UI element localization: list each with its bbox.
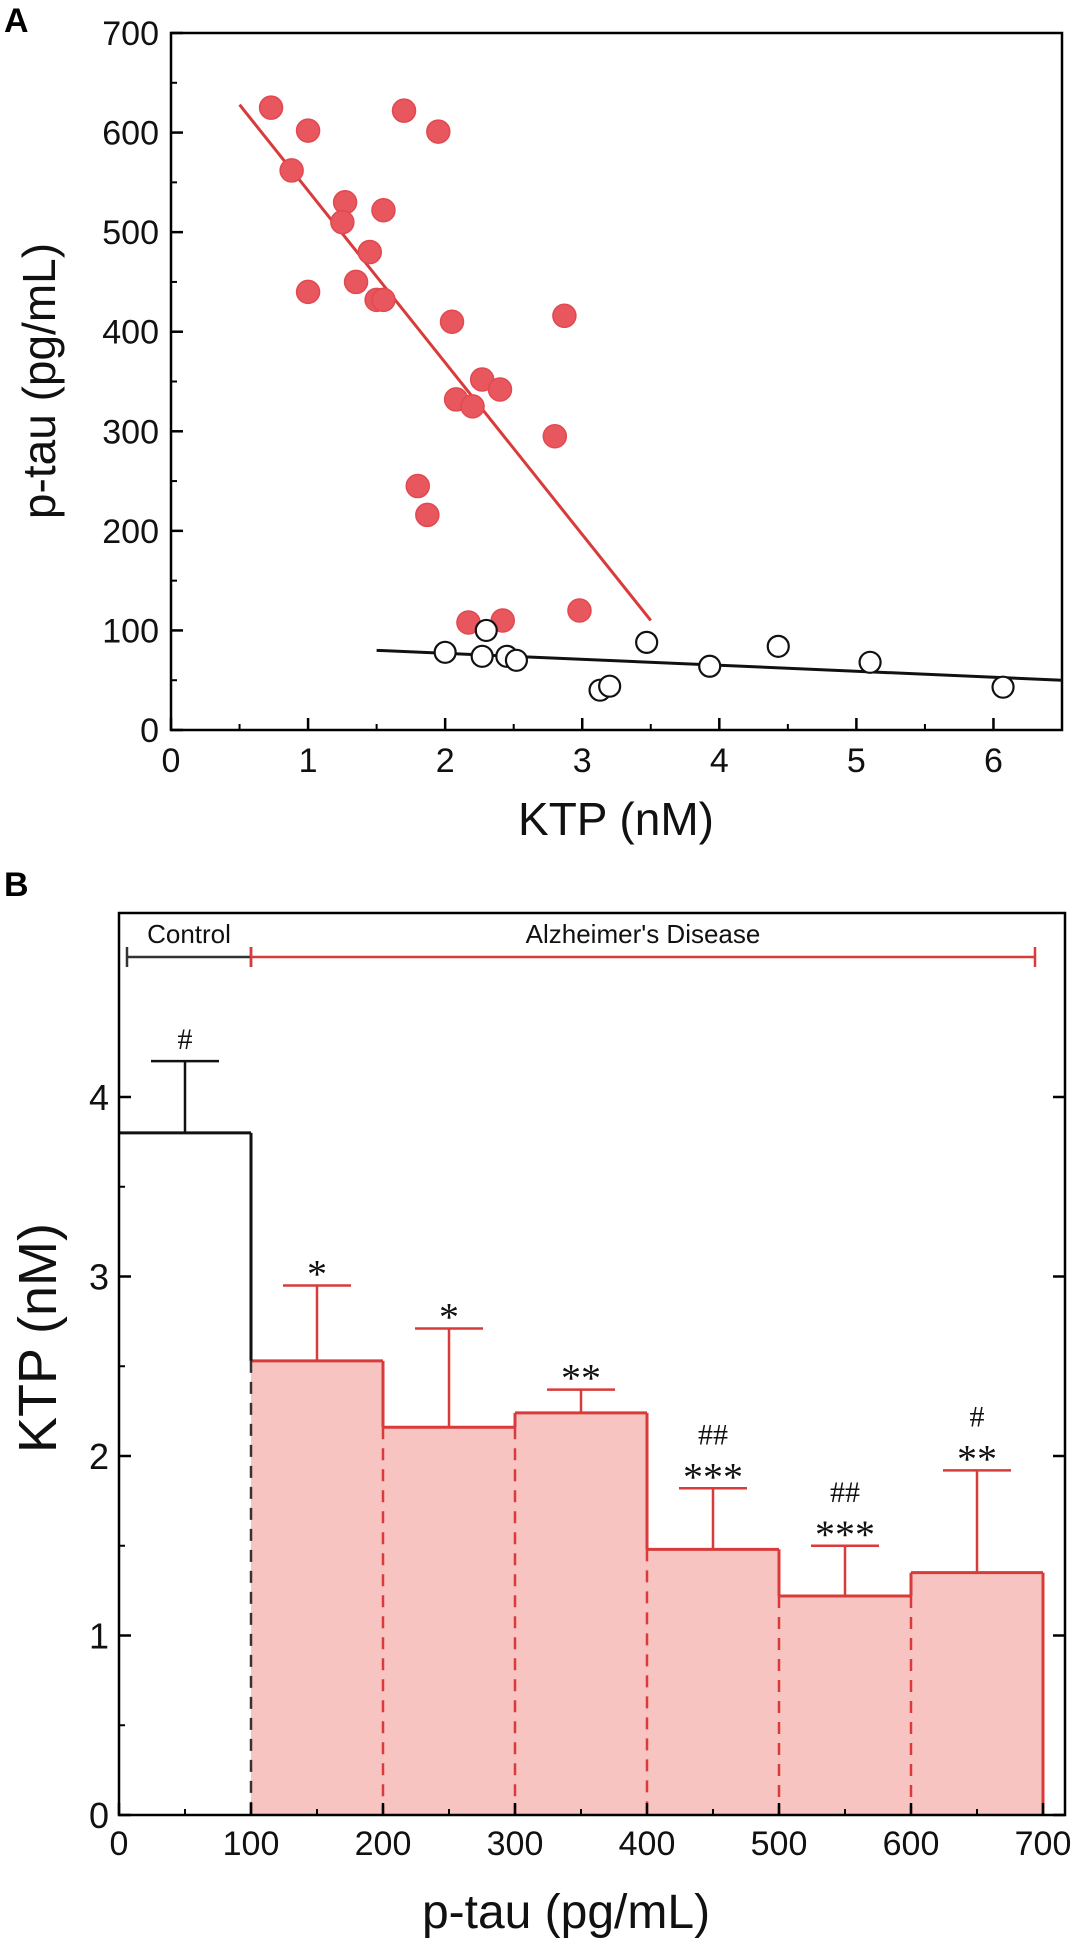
- b-group-label: Control: [147, 919, 231, 949]
- a-y-tick-label: 100: [102, 612, 159, 650]
- b-x-tick-label: 500: [751, 1825, 808, 1863]
- b-y-tick-label: 4: [89, 1077, 109, 1118]
- b-significance-label: *: [439, 1295, 459, 1340]
- a-x-tick-label: 3: [573, 742, 592, 780]
- b-bin-fill: [911, 1572, 1043, 1815]
- a-point-control: [474, 618, 498, 643]
- b-significance-label: **: [957, 1436, 997, 1481]
- a-point-ad: [295, 118, 321, 143]
- b-y-tick-label: 3: [89, 1257, 109, 1298]
- b-bin-fill: [779, 1596, 911, 1815]
- a-x-tick-label: 4: [710, 742, 729, 780]
- b-x-tick-label: 700: [1015, 1825, 1072, 1863]
- b-y-tick-label: 1: [89, 1616, 109, 1657]
- b-bin-fill: [515, 1412, 647, 1815]
- b-x-tick-label: 300: [487, 1825, 544, 1863]
- panel-a-x-axis-title: KTP (nM): [518, 793, 714, 845]
- a-point-ad: [391, 98, 417, 123]
- a-point-ad: [279, 158, 304, 183]
- b-bin-fill: [251, 1360, 383, 1815]
- b-bin-fill: [647, 1549, 779, 1815]
- a-point-ad: [258, 95, 284, 120]
- a-x-tick-label: 1: [299, 742, 318, 780]
- a-point-control: [698, 654, 722, 678]
- a-point-ad: [343, 269, 369, 295]
- a-point-control: [470, 644, 494, 668]
- a-x-tick-label: 6: [984, 742, 1003, 780]
- b-x-tick-label: 400: [619, 1825, 676, 1863]
- a-point-ad: [439, 309, 465, 335]
- b-x-tick-label: 600: [883, 1825, 940, 1863]
- panel-b-plot-frame: [117, 911, 1067, 1817]
- b-bin-fill: [383, 1427, 515, 1815]
- a-x-tick-label: 2: [436, 742, 455, 780]
- a-point-control: [991, 675, 1015, 699]
- a-point-ad: [371, 197, 396, 223]
- a-x-tick-label: 0: [162, 742, 181, 780]
- panel-a-y-axis-title: p-tau (pg/mL): [13, 243, 65, 519]
- a-point-ad: [487, 377, 513, 402]
- b-significance-label: ##: [830, 1476, 860, 1509]
- b-x-tick-label: 100: [223, 1825, 280, 1863]
- a-point-control: [433, 640, 457, 664]
- a-point-control: [766, 634, 790, 658]
- panel-b-label: B: [4, 866, 29, 904]
- a-point-ad: [542, 424, 568, 449]
- a-y-tick-label: 700: [102, 15, 159, 53]
- a-y-tick-label: 300: [102, 413, 159, 451]
- b-significance-label: ***: [815, 1512, 875, 1557]
- a-point-ad: [371, 287, 396, 313]
- a-point-ad: [330, 209, 355, 235]
- a-fit-line-ad: [238, 103, 652, 622]
- b-y-tick-label: 0: [89, 1795, 109, 1836]
- a-y-tick-label: 600: [102, 115, 159, 153]
- a-point-ad: [357, 239, 383, 265]
- a-point-ad: [405, 473, 430, 499]
- panel-b-x-axis-title: p-tau (pg/mL): [422, 1886, 710, 1939]
- a-point-ad: [567, 598, 592, 623]
- b-significance-label: #: [178, 1023, 193, 1056]
- b-significance-label: ##: [698, 1418, 728, 1451]
- a-y-tick-label: 400: [102, 314, 159, 352]
- b-y-tick-label: 2: [89, 1436, 109, 1477]
- panel-b-y-axis-title: KTP (nM): [8, 1223, 68, 1453]
- b-x-tick-label: 0: [110, 1825, 129, 1863]
- a-y-tick-label: 200: [102, 513, 159, 551]
- a-x-tick-label: 5: [847, 742, 866, 780]
- a-point-ad: [460, 394, 485, 419]
- b-significance-label: **: [561, 1356, 601, 1401]
- a-point-ad: [295, 279, 321, 305]
- a-point-control: [635, 630, 659, 654]
- b-significance-label: ***: [683, 1454, 743, 1499]
- a-y-tick-label: 500: [102, 214, 159, 252]
- a-point-control: [858, 650, 882, 674]
- b-significance-label: #: [970, 1400, 985, 1433]
- panel-a-label: A: [4, 2, 29, 40]
- b-group-label: Alzheimer's Disease: [526, 919, 761, 949]
- a-point-control: [598, 674, 622, 698]
- a-point-ad: [552, 303, 577, 329]
- b-significance-label: *: [307, 1251, 327, 1296]
- a-point-control: [504, 648, 529, 672]
- b-x-tick-label: 200: [355, 1825, 412, 1863]
- a-y-tick-label: 0: [140, 712, 159, 750]
- a-point-ad: [415, 502, 440, 528]
- a-point-ad: [426, 119, 451, 144]
